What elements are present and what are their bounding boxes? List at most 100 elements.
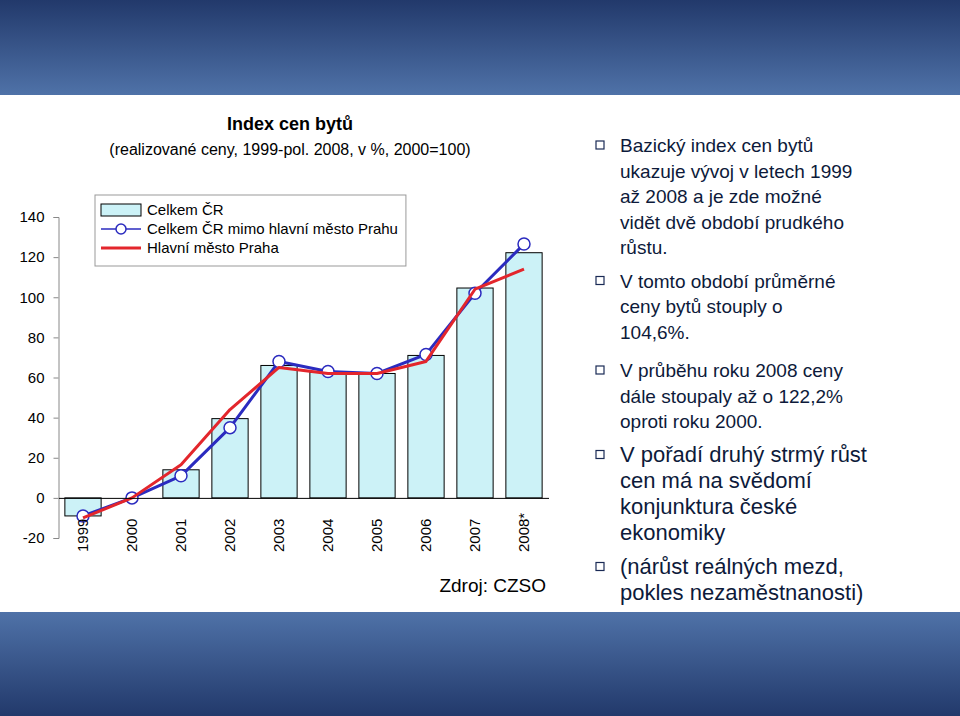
line <box>83 269 524 518</box>
x-tick-label: 2001 <box>172 519 189 552</box>
bar <box>212 419 248 498</box>
x-tick-label: 2006 <box>417 519 434 552</box>
legend-swatch <box>101 247 141 250</box>
x-tick: 2001 <box>172 498 189 552</box>
bullet-text: 104,6%. <box>620 322 690 343</box>
y-tick-label: 0 <box>36 489 44 506</box>
bullet-text: dále stoupaly až o 122,2% <box>620 386 843 407</box>
bullet-text: oproti roku 2000. <box>620 411 763 432</box>
x-tick-label: 2004 <box>319 519 336 552</box>
chart-subtitle: (realizované ceny, 1999-pol. 2008, v %, … <box>109 141 470 158</box>
x-tick: 2006 <box>417 498 434 552</box>
y-tick: 140 <box>19 208 58 225</box>
y-tick-label: 40 <box>28 409 45 426</box>
y-tick: 20 <box>28 449 59 466</box>
bullet-marker <box>596 141 604 149</box>
bullet-text: ekonomiky <box>620 520 725 545</box>
bullet-text: vidět dvě období prudkého <box>620 212 844 233</box>
y-tick-mark <box>54 217 59 218</box>
line-series <box>83 269 524 518</box>
plot-marks <box>65 238 542 522</box>
y-tick-label: 60 <box>28 369 45 386</box>
marker <box>175 470 187 482</box>
bullet-text: V pořadí druhý strmý růst <box>620 442 867 467</box>
y-tick: 40 <box>28 409 59 426</box>
bullet-text: cen má na svědomí <box>620 468 812 493</box>
x-tick-label: 2008* <box>515 513 532 552</box>
legend-box <box>95 195 406 266</box>
bullet-list: Bazický index cen bytů ukazuje vývoj v le… <box>596 135 867 605</box>
y-tick-mark <box>54 418 59 419</box>
x-axis-line <box>59 498 549 499</box>
bullet-text: V průběhu roku 2008 ceny <box>620 360 843 381</box>
y-tick-label: 100 <box>19 289 44 306</box>
x-tick-label: 1999 <box>74 519 91 552</box>
bar <box>457 288 493 498</box>
y-tick-mark <box>54 297 59 298</box>
x-tick: 2008* <box>515 498 532 552</box>
y-axis-line <box>54 218 60 539</box>
marker <box>273 355 285 367</box>
bar <box>359 373 395 497</box>
y-tick-mark <box>54 337 59 338</box>
y-axis: -20 0 20 40 60 80 100 120 140 <box>19 208 59 546</box>
bullet-text: ukazuje vývoj v letech 1999 <box>620 161 852 182</box>
bar <box>261 365 297 497</box>
x-tick: 2005 <box>368 498 385 552</box>
bullet-text: pokles nezaměstnanosti) <box>620 580 863 605</box>
marker <box>224 422 236 434</box>
y-tick: 100 <box>19 289 58 306</box>
y-tick-mark <box>54 378 59 379</box>
bar <box>506 253 542 498</box>
bullet-text: Bazický index cen bytů <box>620 135 813 156</box>
line-series <box>77 238 530 522</box>
legend-swatch <box>101 204 141 216</box>
y-tick: 0 <box>36 489 58 506</box>
y-tick-label: 80 <box>28 329 45 346</box>
bullet-text: konjunktura české <box>620 494 797 519</box>
y-tick: 120 <box>19 248 58 265</box>
y-tick-mark <box>54 538 59 539</box>
y-tick-mark <box>54 458 59 459</box>
marker <box>518 238 530 250</box>
bullet-text: ceny bytů stouply o <box>620 296 783 317</box>
bullet-text: (nárůst reálných mezd, <box>620 554 844 579</box>
x-tick: 2003 <box>270 498 287 552</box>
bullet-marker <box>596 451 604 459</box>
x-tick-label: 2007 <box>466 519 483 552</box>
bullet-marker <box>596 366 604 374</box>
y-tick-label: 20 <box>28 449 45 466</box>
y-tick: -20 <box>23 529 59 546</box>
x-tick: 2004 <box>319 498 336 552</box>
slide: Index cen bytů (realizované ceny, 1999-po… <box>0 0 960 716</box>
legend: Celkem ČR Celkem ČR mimo hlavní město Pra… <box>95 195 406 266</box>
y-tick-mark <box>54 498 59 499</box>
x-tick: 2000 <box>123 498 140 552</box>
bar <box>310 372 346 497</box>
bullet-text: V tomto období průměrné <box>620 271 835 292</box>
y-tick: 60 <box>28 369 59 386</box>
x-axis: 1999 2000 2001 2002 2003 2004 2005 2006 2007 2008… <box>59 498 549 552</box>
legend-marker <box>116 224 126 234</box>
y-tick-label: 140 <box>19 208 44 225</box>
bullet-marker <box>596 563 604 571</box>
bullet-text: až 2008 a je zde možné <box>620 186 822 207</box>
bullet-marker <box>596 277 604 285</box>
bar-series <box>65 253 542 516</box>
legend-label: Hlavní město Praha <box>147 239 279 256</box>
x-tick-label: 2000 <box>123 519 140 552</box>
y-tick: 80 <box>28 329 59 346</box>
x-tick-label: 2005 <box>368 519 385 552</box>
line <box>83 244 524 516</box>
y-tick-mark <box>54 257 59 258</box>
x-tick-label: 2002 <box>221 519 238 552</box>
y-tick-label: 120 <box>19 248 44 265</box>
y-tick-label: -20 <box>23 529 45 546</box>
x-tick: 2002 <box>221 498 238 552</box>
x-tick: 1999 <box>74 498 91 552</box>
x-tick-label: 2003 <box>270 519 287 552</box>
chart-title: Index cen bytů <box>227 114 353 134</box>
annotation: Zdroj: CZSO <box>439 575 546 596</box>
legend-label: Celkem ČR <box>147 201 224 218</box>
legend-label: Celkem ČR mimo hlavní město Prahu <box>147 220 398 237</box>
